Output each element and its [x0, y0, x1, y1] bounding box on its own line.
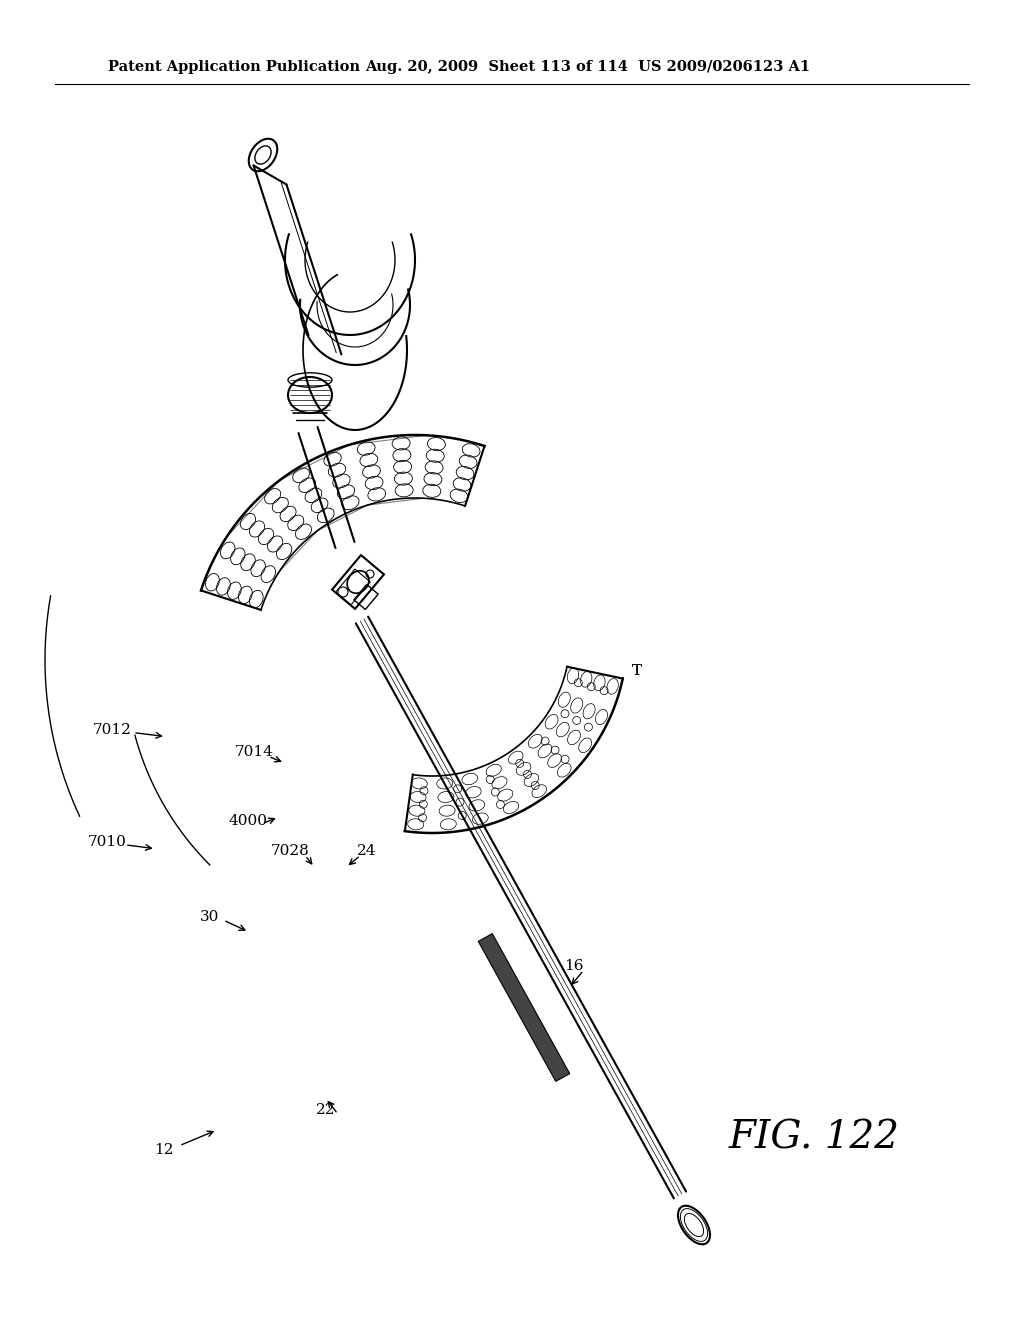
Text: Aug. 20, 2009  Sheet 113 of 114  US 2009/0206123 A1: Aug. 20, 2009 Sheet 113 of 114 US 2009/0…: [365, 59, 810, 74]
Text: FIG. 122: FIG. 122: [729, 1119, 899, 1156]
Text: 7028: 7028: [270, 845, 309, 858]
Text: T: T: [632, 664, 642, 677]
Text: 30: 30: [201, 911, 219, 924]
Text: 12: 12: [154, 1143, 174, 1156]
Text: 22: 22: [315, 1104, 336, 1117]
Text: T: T: [632, 664, 642, 677]
Text: 24: 24: [356, 845, 377, 858]
Text: 7014: 7014: [234, 746, 273, 759]
Text: 16: 16: [563, 960, 584, 973]
Polygon shape: [478, 933, 569, 1081]
Text: 4000: 4000: [228, 814, 267, 828]
Ellipse shape: [249, 139, 278, 172]
Text: Patent Application Publication: Patent Application Publication: [108, 59, 360, 74]
Text: 7012: 7012: [93, 723, 132, 737]
Text: 7010: 7010: [88, 836, 127, 849]
